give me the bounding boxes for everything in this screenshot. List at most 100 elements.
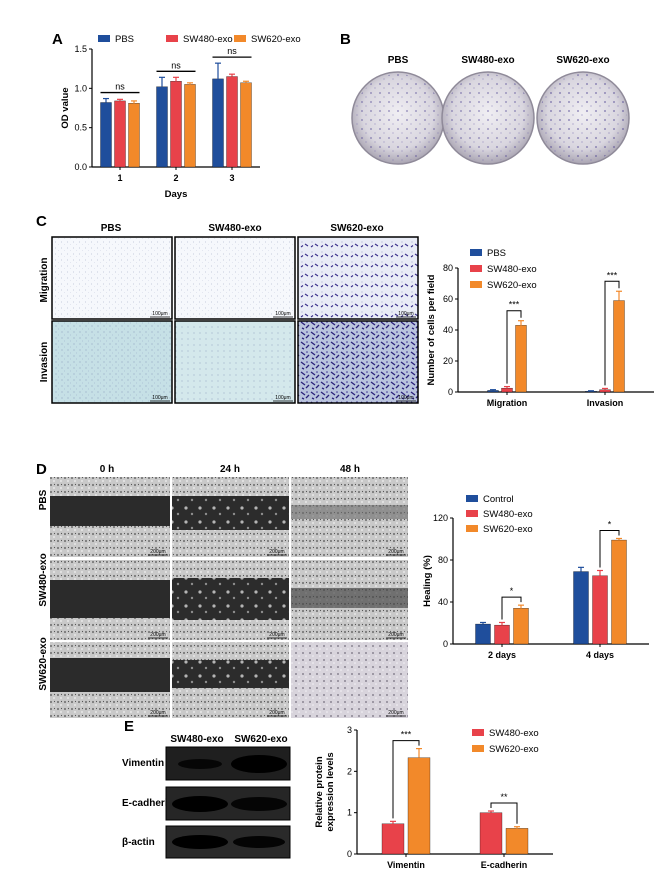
bar (573, 571, 589, 645)
y-tick-label: 3 (347, 725, 352, 735)
bar (479, 812, 503, 855)
panel-label-b: B (340, 31, 351, 48)
svg-text:200μm: 200μm (388, 710, 403, 716)
bar (513, 608, 529, 645)
sig-bracket (599, 529, 620, 568)
e-row-bactin: β-actin (122, 837, 155, 848)
sig-label: ns (227, 46, 237, 56)
y-tick-label: 0.0 (74, 162, 87, 172)
panel-d-images: 0 h 24 h 48 h PBS SW480-exo SW620-exo (38, 464, 408, 718)
b-label-sw620: SW620-exo (556, 55, 609, 66)
chart-c-cells: 0 20 40 60 80 Number of cells per field Migrat… (426, 248, 654, 408)
legend-label: SW480-exo (483, 509, 533, 520)
d-row-sw480: SW480-exo (38, 553, 49, 606)
svg-text:200μm: 200μm (150, 710, 165, 716)
bar (613, 300, 625, 393)
bar (156, 86, 168, 168)
x-tick-label: 4 days (586, 650, 614, 660)
x-tick-label: Vimentin (387, 860, 425, 870)
bar (100, 102, 112, 168)
c-img-mig-pbs (51, 236, 173, 320)
bar (505, 828, 529, 855)
svg-text:100μm: 100μm (152, 311, 167, 317)
bar (212, 78, 224, 168)
bar (240, 82, 252, 168)
bar (184, 84, 196, 168)
sig-bracket (501, 596, 522, 620)
b-label-pbs: PBS (388, 55, 409, 66)
sig-label: *** (401, 730, 412, 740)
y-tick-label: 0 (443, 639, 448, 649)
d-img-pbs-0h (50, 477, 170, 557)
y-axis-label: OD value (60, 87, 71, 128)
legend-label: SW620-exo (483, 524, 533, 535)
svg-text:200μm: 200μm (388, 549, 403, 555)
svg-text:200μm: 200μm (269, 710, 284, 716)
sig-label: ** (500, 792, 508, 802)
sig-label: *** (509, 300, 520, 310)
panel-label-a: A (52, 31, 63, 48)
d-col-48h: 48 h (340, 464, 360, 475)
c-row-migration: Migration (39, 258, 50, 303)
panel-label-e: E (124, 718, 134, 735)
svg-text:100μm: 100μm (398, 395, 413, 401)
legend-swatch (472, 745, 484, 752)
x-tick-label: Invasion (587, 398, 624, 408)
y-tick-label: 1.0 (74, 83, 87, 93)
panel-e-blot: SW480-exo SW620-exo Vimentin E-cadherin … (122, 734, 291, 859)
y-tick-label: 1.5 (74, 44, 87, 54)
sig-bracket (490, 802, 518, 824)
dish-sw620 (536, 71, 630, 165)
e-col-sw620: SW620-exo (234, 734, 287, 745)
blot-ecadherin (165, 786, 291, 821)
legend-label: SW480-exo (489, 728, 539, 739)
c-col-pbs: PBS (101, 223, 122, 234)
y-tick-label: 20 (443, 356, 453, 366)
sig-label: * (608, 519, 612, 529)
legend-label: Control (483, 494, 514, 505)
legend-swatch (470, 249, 482, 256)
x-tick-label: E-cadherin (481, 860, 528, 870)
svg-text:200μm: 200μm (150, 632, 165, 638)
bar (487, 390, 499, 393)
legend-swatch (234, 35, 246, 42)
y-tick-label: 40 (443, 325, 453, 335)
x-tick-label: 2 days (488, 650, 516, 660)
y-tick-label: 0.5 (74, 123, 87, 133)
bar (599, 389, 611, 393)
legend-swatch (472, 729, 484, 736)
legend-label: SW480-exo (183, 34, 233, 45)
d-col-24h: 24 h (220, 464, 240, 475)
svg-text:200μm: 200μm (269, 632, 284, 638)
x-tick-label: 3 (229, 173, 234, 183)
panel-label-c: C (36, 213, 47, 230)
chart-d-healing: 0 40 80 120 Healing (%) 2 days * 4 days * Control… (422, 494, 649, 660)
bar (128, 103, 140, 168)
svg-text:100μm: 100μm (152, 395, 167, 401)
e-row-vimentin: Vimentin (122, 758, 164, 769)
panel-label-d: D (36, 461, 47, 478)
sig-label: * (510, 586, 514, 596)
sig-bracket (604, 280, 620, 386)
svg-text:200μm: 200μm (150, 549, 165, 555)
d-col-0h: 0 h (100, 464, 114, 475)
x-tick-label: 2 (173, 173, 178, 183)
legend-swatch (166, 35, 178, 42)
y-axis-label-line: expression levels (325, 752, 336, 831)
legend-swatch (466, 495, 478, 502)
b-label-sw480: SW480-exo (461, 55, 514, 66)
sig-bracket (506, 310, 522, 384)
chart-a-od: 0.0 0.5 1.0 1.5 OD value Days 1 ns 2 ns 3 ns PBS SW48… (60, 34, 301, 200)
d-img-sw480-48h (291, 560, 408, 640)
svg-text:100μm: 100μm (275, 395, 290, 401)
bar (407, 757, 431, 855)
d-row-pbs: PBS (38, 489, 49, 510)
y-axis-label: Relative proteinexpression levels (314, 752, 336, 831)
bar (170, 81, 182, 168)
bar (515, 325, 527, 393)
svg-text:200μm: 200μm (269, 549, 284, 555)
c-img-inv-sw480 (174, 320, 296, 404)
svg-text:100μm: 100μm (398, 311, 413, 317)
y-tick-label: 60 (443, 294, 453, 304)
